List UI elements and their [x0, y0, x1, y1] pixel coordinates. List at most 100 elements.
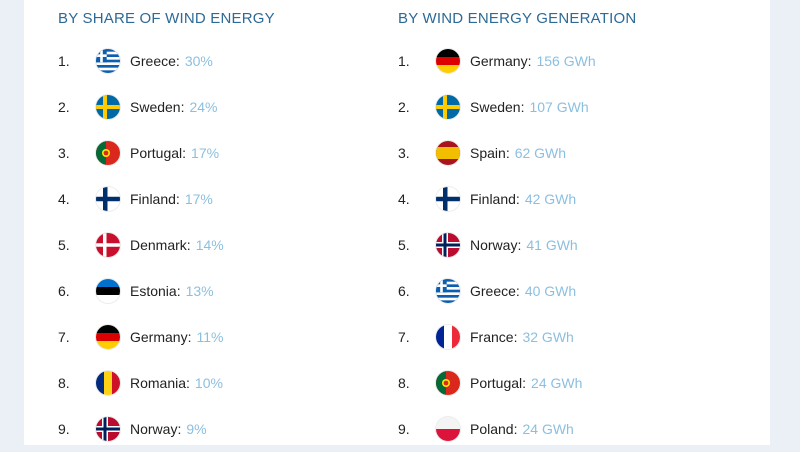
ranking-value: 24 GWh [522, 421, 574, 437]
country-name: Germany [130, 329, 188, 345]
ranking-value: 9% [186, 421, 207, 437]
ranking-item: 4. Finland:42 GWh [398, 176, 596, 222]
ranking-item: 1. Greece:30% [58, 38, 224, 84]
country-name: Poland [470, 421, 514, 437]
country-name: Greece [130, 53, 176, 69]
separator: : [520, 99, 525, 115]
separator: : [175, 191, 180, 207]
ranking-value: 10% [194, 375, 223, 391]
rank-number: 6. [398, 283, 410, 299]
share-heading: BY SHARE OF WIND ENERGY [58, 10, 275, 27]
poland-flag-icon [436, 417, 460, 441]
ranking-item: 6. Estonia:13% [58, 268, 224, 314]
country-name: Germany [470, 53, 528, 69]
separator: : [176, 283, 181, 299]
ranking-item: 9. Poland:24 GWh [398, 406, 596, 452]
separator: : [513, 421, 518, 437]
country-name: Romania [130, 375, 187, 391]
ranking-item: 2. Sweden:24% [58, 84, 224, 130]
ranking-item: 3. Spain:62 GWh [398, 130, 596, 176]
separator: : [180, 99, 185, 115]
separator: : [513, 329, 518, 345]
country-name: Norway [470, 237, 518, 253]
country-name: Estonia [130, 283, 177, 299]
country-name: Portugal [470, 375, 523, 391]
separator: : [505, 145, 510, 161]
separator: : [515, 283, 520, 299]
rank-number: 1. [398, 53, 410, 69]
ranking-item: 5. Denmark:14% [58, 222, 224, 268]
rank-number: 6. [58, 283, 70, 299]
finland-flag-icon [96, 187, 120, 211]
ranking-value: 17% [184, 191, 213, 207]
separator: : [517, 237, 522, 253]
ranking-item: 6. Greece:40 GWh [398, 268, 596, 314]
portugal-flag-icon [96, 141, 120, 165]
ranking-item: 1. Germany:156 GWh [398, 38, 596, 84]
norway-flag-icon [436, 233, 460, 257]
ranking-item: 8. Portugal:24 GWh [398, 360, 596, 406]
ranking-value: 30% [184, 53, 213, 69]
separator: : [177, 421, 182, 437]
country-name: Denmark [130, 237, 187, 253]
norway-flag-icon [96, 417, 120, 441]
ranking-value: 40 GWh [524, 283, 577, 299]
country-name: Sweden [130, 99, 181, 115]
separator: : [175, 53, 180, 69]
germany-flag-icon [96, 325, 120, 349]
country-name: Greece [470, 283, 516, 299]
rank-number: 8. [58, 375, 70, 391]
finland-flag-icon [436, 187, 460, 211]
rank-number: 4. [398, 191, 410, 207]
country-name: Portugal [130, 145, 183, 161]
country-name: Norway [130, 421, 178, 437]
country-name: Spain [470, 145, 506, 161]
ranking-item: 4. Finland:17% [58, 176, 224, 222]
rank-number: 2. [398, 99, 410, 115]
ranking-value: 13% [185, 283, 214, 299]
country-name: Finland [470, 191, 516, 207]
sweden-flag-icon [436, 95, 460, 119]
germany-flag-icon [436, 49, 460, 73]
spain-flag-icon [436, 141, 460, 165]
ranking-value: 17% [191, 145, 220, 161]
ranking-value: 14% [195, 237, 224, 253]
separator: : [186, 375, 190, 391]
ranking-value: 156 GWh [536, 53, 596, 69]
separator: : [187, 329, 192, 345]
france-flag-icon [436, 325, 460, 349]
rank-number: 2. [58, 99, 70, 115]
rank-number: 5. [398, 237, 410, 253]
ranking-value: 42 GWh [524, 191, 577, 207]
ranking-item: 9. Norway:9% [58, 406, 224, 452]
share-list: 1. Greece:30% 2. Sweden:24% 3. Portugal:17% 4.… [58, 38, 224, 452]
country-name: Sweden [470, 99, 521, 115]
portugal-flag-icon [436, 371, 460, 395]
rank-number: 9. [398, 421, 410, 437]
ranking-value: 24% [189, 99, 218, 115]
ranking-value: 41 GWh [526, 237, 578, 253]
rank-number: 3. [398, 145, 410, 161]
ranking-item: 5. Norway:41 GWh [398, 222, 596, 268]
romania-flag-icon [96, 371, 120, 395]
ranking-item: 3. Portugal:17% [58, 130, 224, 176]
country-name: France [470, 329, 514, 345]
denmark-flag-icon [96, 233, 120, 257]
ranking-item: 7. France:32 GWh [398, 314, 596, 360]
rankings-panel: BY SHARE OF WIND ENERGY 1. Greece:30% 2. Sw… [24, 0, 770, 445]
rank-number: 9. [58, 421, 70, 437]
greece-flag-icon [96, 49, 120, 73]
rank-number: 7. [58, 329, 70, 345]
generation-list: 1. Germany:156 GWh 2. Sweden:107 GWh 3. Spain… [398, 38, 596, 452]
ranking-item: 8. Romania:10% [58, 360, 224, 406]
rank-number: 3. [58, 145, 70, 161]
rank-number: 8. [398, 375, 410, 391]
country-name: Finland [130, 191, 176, 207]
ranking-value: 11% [196, 329, 224, 345]
estonia-flag-icon [96, 279, 120, 303]
separator: : [186, 237, 191, 253]
greece-flag-icon [436, 279, 460, 303]
separator: : [515, 191, 520, 207]
generation-heading: BY WIND ENERGY GENERATION [398, 10, 637, 27]
separator: : [182, 145, 187, 161]
